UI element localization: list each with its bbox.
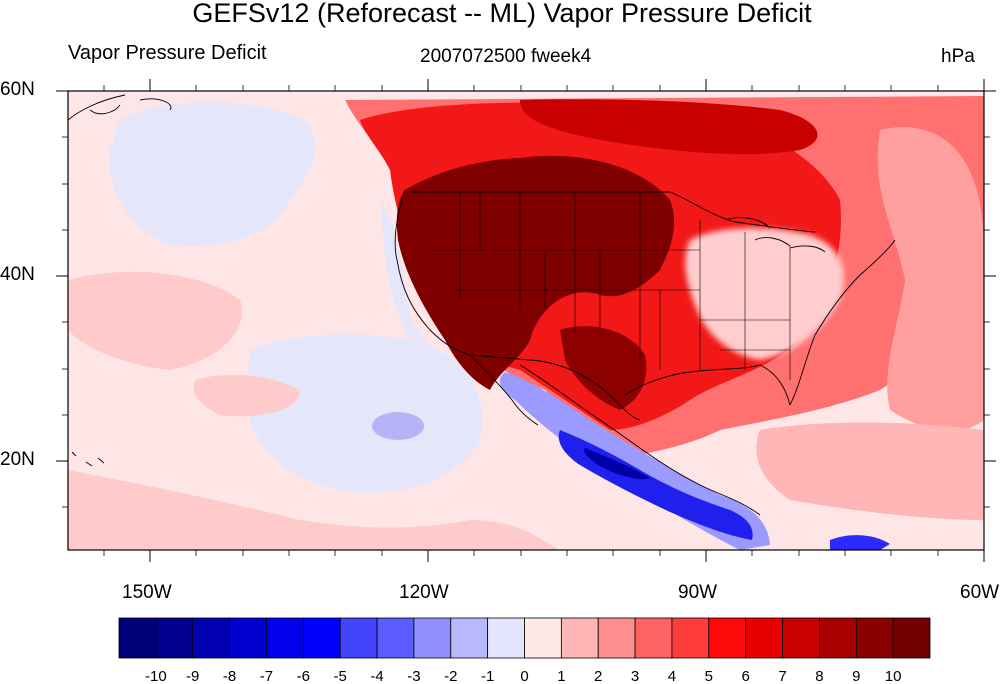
colorbar-swatch bbox=[671, 617, 710, 659]
center-string: 2007072500 fweek4 bbox=[420, 46, 592, 67]
lon-label-60w: 60W bbox=[960, 582, 1000, 603]
colorbar-swatch bbox=[745, 617, 783, 659]
colorbar-label: 9 bbox=[852, 668, 860, 684]
pos-region-pacific-b bbox=[68, 470, 560, 550]
colorbar-swatch bbox=[229, 617, 267, 659]
colorbar-swatch bbox=[560, 617, 599, 659]
colorbar-swatch bbox=[708, 617, 747, 659]
colorbar-swatch bbox=[376, 617, 415, 659]
lon-label-150w: 150W bbox=[122, 582, 172, 603]
us-west-coast bbox=[394, 189, 471, 356]
neg-region-caribbean-edge bbox=[830, 535, 890, 550]
colorbar-swatch bbox=[892, 617, 931, 659]
pos-region-pacific-c bbox=[193, 374, 300, 417]
colorbar-swatch bbox=[339, 617, 378, 659]
colorbar-swatch bbox=[413, 617, 452, 659]
alaska-coast bbox=[68, 94, 172, 121]
mexico-coast bbox=[519, 364, 761, 516]
colorbar-label: -6 bbox=[297, 668, 310, 684]
pos-region-caribbean bbox=[756, 422, 984, 520]
colorbar-label: 2 bbox=[594, 668, 602, 684]
pos-region-atlantic-light bbox=[877, 127, 984, 431]
colorbar-label: 8 bbox=[815, 668, 823, 684]
colorbar-label: 7 bbox=[778, 668, 786, 684]
colorbar-swatch bbox=[782, 617, 820, 659]
colorbar-label: 1 bbox=[557, 668, 565, 684]
colorbar-swatch bbox=[118, 617, 157, 659]
colorbar-swatch bbox=[266, 617, 304, 659]
lat-label-20n: 20N bbox=[0, 449, 35, 470]
great-lakes bbox=[724, 217, 826, 253]
colorbar-swatch bbox=[855, 617, 894, 659]
colorbar-swatch bbox=[450, 617, 489, 659]
lon-label-90w: 90W bbox=[678, 582, 718, 603]
lon-label-120w: 120W bbox=[399, 582, 449, 603]
vpd-field bbox=[68, 91, 984, 550]
state-lines bbox=[430, 192, 791, 380]
lat-label-40n: 40N bbox=[0, 264, 35, 285]
colorbar-label: 5 bbox=[705, 668, 713, 684]
hawaii-islands bbox=[71, 451, 105, 467]
colorbar-label: -5 bbox=[334, 668, 347, 684]
colorbar-swatch bbox=[192, 617, 230, 659]
neg-region-mid-pacific bbox=[245, 334, 483, 493]
colorbar-label: -2 bbox=[444, 668, 457, 684]
pos-region-eastern-us-light bbox=[685, 228, 844, 360]
colorbar-label: -8 bbox=[223, 668, 236, 684]
colorbar-label: -9 bbox=[186, 668, 199, 684]
east-coast bbox=[789, 239, 896, 406]
colorbar-label: -7 bbox=[260, 668, 273, 684]
us-canada-border bbox=[410, 191, 816, 233]
colorbar-label: 0 bbox=[520, 668, 528, 684]
colorbar-swatch bbox=[597, 617, 636, 659]
us-mexico-border bbox=[469, 354, 641, 421]
boundary-lines bbox=[68, 94, 896, 516]
neg-spot-pacific bbox=[372, 412, 424, 440]
colorbar-swatch bbox=[302, 617, 341, 659]
colorbar-swatch bbox=[487, 617, 525, 659]
pos-region-extreme-mexico bbox=[560, 326, 647, 410]
left-string: Vapor Pressure Deficit bbox=[68, 42, 267, 64]
colorbar-label: 4 bbox=[668, 668, 676, 684]
colorbar-swatch bbox=[819, 617, 857, 659]
neg-region-north-pacific bbox=[109, 102, 316, 247]
colorbar-label: 3 bbox=[631, 668, 639, 684]
colorbar-label: -3 bbox=[407, 668, 420, 684]
colorbar-label: -1 bbox=[481, 668, 494, 684]
axis-ticks bbox=[56, 79, 996, 562]
pos-region-extreme-west bbox=[396, 155, 675, 390]
gulf-coast bbox=[624, 364, 791, 406]
colorbar-label: 10 bbox=[885, 668, 902, 684]
neg-region-coastal-strip bbox=[380, 200, 445, 365]
colorbar-swatch bbox=[155, 617, 194, 659]
pos-region-canada-dark bbox=[520, 99, 818, 155]
neg-region-mexico-coast-darkest bbox=[584, 448, 650, 480]
map-frame bbox=[67, 90, 985, 551]
colorbar-label: -10 bbox=[145, 668, 167, 684]
colorbar-swatch bbox=[634, 617, 673, 659]
lat-label-60n: 60N bbox=[0, 79, 35, 100]
baja-coast bbox=[469, 354, 539, 426]
colorbar: -10 -9 -8 -7 -6 -5 -4 -3 -2 -1 0 1 2 3 4 5 6 7 8 9 10 bbox=[118, 617, 931, 684]
figure-title: GEFSv12 (Reforecast -- ML) Vapor Pressur… bbox=[192, 0, 812, 28]
colorbar-label: -4 bbox=[370, 668, 383, 684]
colorbar-label: 6 bbox=[742, 668, 750, 684]
units-label: hPa bbox=[941, 46, 975, 67]
colorbar-swatch bbox=[524, 617, 562, 659]
pos-region-pacific-a bbox=[68, 271, 242, 370]
